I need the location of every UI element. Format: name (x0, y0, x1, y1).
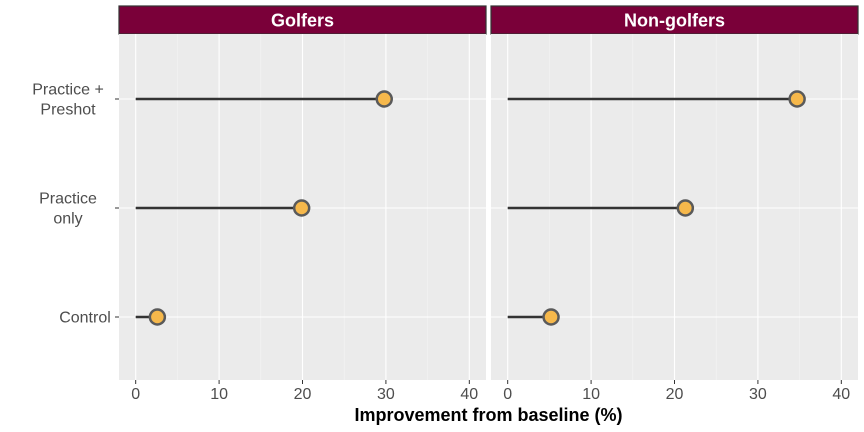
category-label: Control (59, 310, 111, 327)
category-labels: Practice + Preshot Practice only Control (32, 82, 119, 327)
x-tick-label: 10 (582, 386, 600, 403)
lollipop-point (292, 199, 311, 217)
lollipop-point (542, 308, 560, 326)
x-tick-label: 20 (294, 386, 312, 403)
strip-title: Golfers (271, 11, 334, 31)
panel-1: Non-golfers 0 10 20 30 40 (490, 5, 859, 403)
x-axis-title: Improvement from baseline (%) (354, 405, 622, 425)
lollipop-point (676, 199, 695, 217)
category-label: Practice + Preshot (32, 82, 104, 119)
lollipop-point (375, 90, 393, 108)
strip-background (118, 5, 487, 35)
category-label: Practice only (39, 191, 97, 228)
x-tick-label: 10 (210, 386, 228, 403)
panel-0: Golfers 0 10 20 30 40 (118, 5, 487, 403)
lollipop-point (148, 308, 167, 326)
lollipop-point (788, 90, 806, 108)
strip-title: Non-golfers (624, 11, 725, 31)
x-tick-label: 20 (666, 386, 684, 403)
x-tick-label: 30 (749, 386, 767, 403)
x-tick-label: 30 (377, 386, 395, 403)
panels: Golfers 0 10 20 30 40 Non-golfers 0 10 20 30 40 (118, 5, 859, 403)
x-tick-label: 0 (131, 386, 140, 403)
strip-background (490, 5, 859, 35)
x-tick-label: 40 (460, 386, 478, 403)
x-tick-label: 40 (832, 386, 850, 403)
x-tick-label: 0 (503, 386, 512, 403)
